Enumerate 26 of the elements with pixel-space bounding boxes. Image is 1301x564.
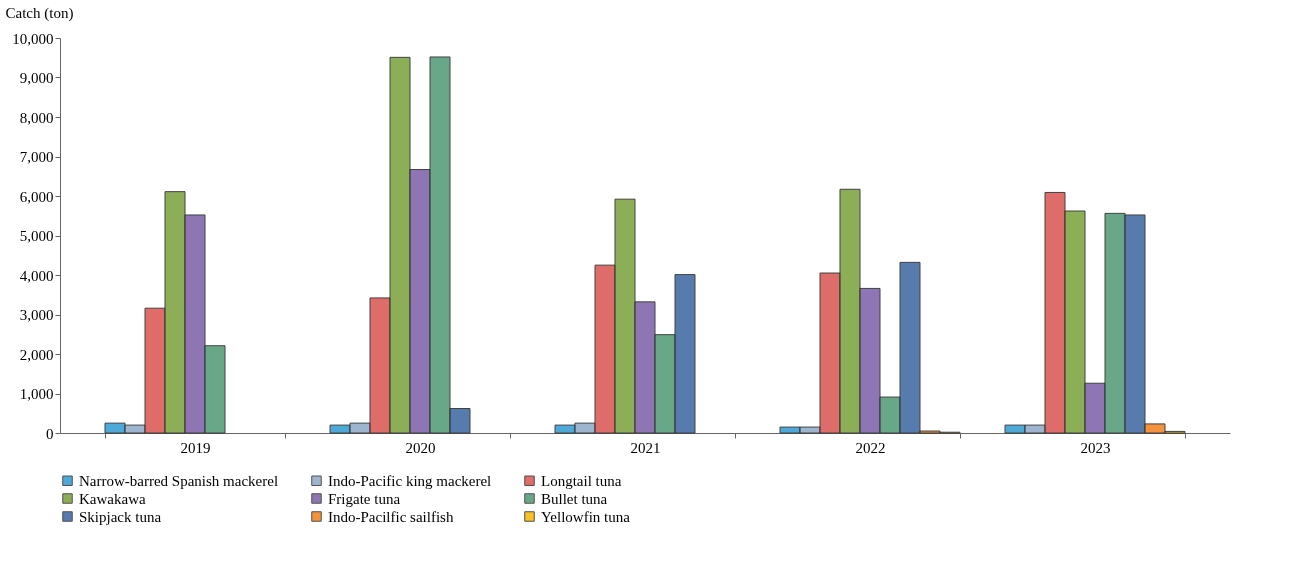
y-tick-label: 6,000 [19,188,54,205]
legend-label: Kawakawa [79,490,146,507]
y-tick-label: 4,000 [19,267,54,284]
y-tick-label: 10,000 [12,30,54,47]
y-tick-label: 9,000 [19,70,54,86]
y-tick-label: 1,000 [19,386,54,402]
x-tick-label: 2020 [405,439,436,456]
y-tick-label: 2,000 [19,346,54,363]
y-tick-label: 5,000 [19,228,54,244]
y-tick-label: 0 [46,425,54,442]
legend-label: Longtail tuna [541,472,622,489]
y-tick-label: 7,000 [19,149,54,165]
y-axis-title: Catch (ton) [5,4,74,22]
legend-label: Indo-Pacific king mackerel [328,472,492,489]
y-tick-label: 3,000 [19,307,54,323]
legend-label: Bullet tuna [541,490,608,507]
legend-label: Narrow-barred Spanish mackerel [79,472,279,489]
x-tick-label: 2023 [1080,439,1111,456]
legend-label: Yellowfin tuna [541,508,631,525]
x-tick-label: 2019 [180,439,211,456]
x-tick-label: 2022 [855,439,886,456]
y-tick-label: 8,000 [19,109,54,126]
x-tick-label: 2021 [630,439,661,456]
legend-label: Frigate tuna [328,490,401,507]
legend-label: Skipjack tuna [79,508,162,525]
legend-label: Indo-Pacilfic sailfish [328,508,454,525]
